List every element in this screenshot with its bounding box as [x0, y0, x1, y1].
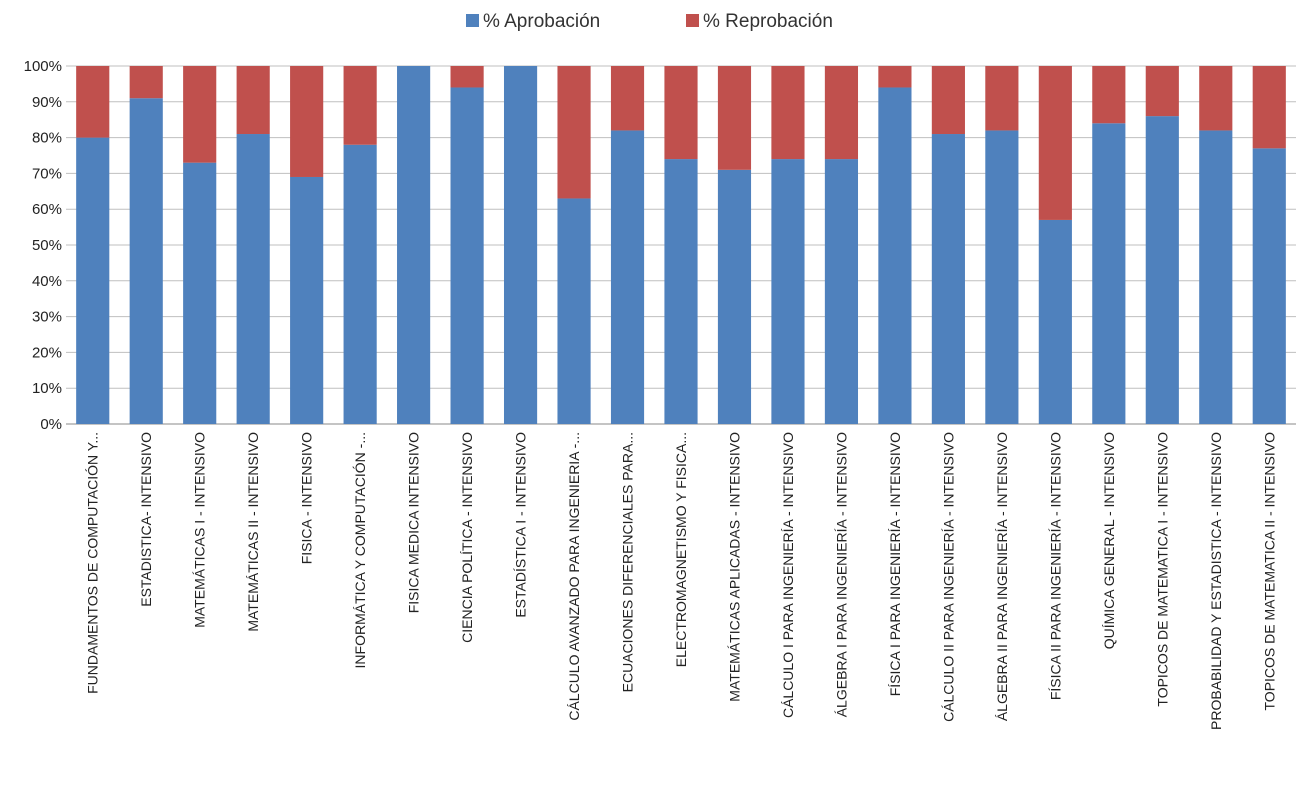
- bar-aprobacion: [397, 66, 431, 424]
- bar-reprobacion: [931, 66, 965, 135]
- legend: % Aprobación % Reprobación: [466, 11, 833, 32]
- x-category-label: FISICA MEDICA INTENSIVO: [406, 432, 422, 613]
- bar-aprobacion: [985, 130, 1019, 424]
- bar-aprobacion: [557, 198, 591, 424]
- x-category-label: ESTADÍSTICA I - INTENSIVO: [513, 432, 529, 618]
- bar-reprobacion: [610, 66, 645, 131]
- bar-reprobacion: [1038, 66, 1072, 220]
- y-tick-label: 10%: [32, 380, 62, 397]
- bar-aprobacion: [1092, 123, 1126, 424]
- y-tick-label: 40%: [32, 273, 62, 290]
- x-category-label: ESTADISTICA- INTENSIVO: [138, 432, 154, 607]
- bar-aprobacion: [771, 159, 805, 424]
- x-category-label: ÁLGEBRA I PARA INGENIERÍA - INTENSIVO: [833, 432, 849, 717]
- y-tick-label: 90%: [32, 94, 62, 111]
- bar-aprobacion: [1145, 116, 1179, 425]
- y-tick-label: 60%: [32, 201, 62, 218]
- y-tick-label: 30%: [32, 309, 62, 326]
- x-category-label: MATEMÁTICAS APLICADAS - INTENSIVO: [726, 432, 742, 702]
- y-tick-label: 80%: [32, 130, 62, 147]
- bar-aprobacion: [450, 87, 484, 424]
- y-tick-label: 100%: [24, 58, 62, 75]
- bar-aprobacion: [824, 159, 859, 424]
- legend-label: % Reprobación: [703, 11, 833, 32]
- x-category-label: ELECTROMAGNETISMO Y FISICA...: [673, 432, 689, 667]
- bar-reprobacion: [183, 66, 217, 163]
- bar-reprobacion: [76, 66, 110, 138]
- bar-reprobacion: [664, 66, 698, 160]
- bar-reprobacion: [290, 66, 324, 177]
- x-category-label: INFORMÁTICA Y COMPUTACIÓN -...: [352, 432, 368, 668]
- bar-reprobacion: [824, 66, 859, 160]
- bars: [76, 66, 1286, 425]
- bar-aprobacion: [664, 159, 698, 424]
- legend-swatch: [686, 14, 699, 27]
- bar-aprobacion: [76, 137, 110, 424]
- bar-reprobacion: [236, 66, 270, 135]
- x-category-label: FISICA - INTENSIVO: [299, 432, 315, 564]
- bar-aprobacion: [610, 130, 645, 424]
- bar-aprobacion: [290, 176, 324, 424]
- bar-aprobacion: [236, 134, 270, 424]
- bar-aprobacion: [1199, 130, 1233, 424]
- x-category-label: FÍSICA II PARA INGENIERÍA - INTENSIVO: [1047, 432, 1063, 700]
- x-category-label: CÁLCULO AVANZADO PARA INGENIERIA -...: [566, 432, 582, 721]
- x-axis-labels: FUNDAMENTOS DE COMPUTACIÓN Y... ESTADISTI…: [85, 432, 1278, 730]
- y-tick-label: 50%: [32, 237, 62, 254]
- bar-reprobacion: [985, 66, 1019, 131]
- bar-aprobacion: [503, 66, 538, 424]
- x-category-label: TOPICOS DE MATEMATICA II - INTENSIVO: [1261, 432, 1277, 711]
- y-tick-label: 70%: [32, 165, 62, 182]
- bar-reprobacion: [450, 66, 484, 88]
- x-category-label: CIENCIA POLÍTICA - INTENSIVO: [459, 432, 475, 643]
- legend-label: % Aprobación: [483, 11, 600, 32]
- bar-aprobacion: [343, 144, 377, 424]
- bar-reprobacion: [343, 66, 377, 145]
- bar-reprobacion: [129, 66, 163, 99]
- y-axis-ticks: 0% 10% 20% 30% 40% 50% 60% 70% 80% 90% 100%: [24, 58, 62, 433]
- y-tick-label: 20%: [32, 344, 62, 361]
- bar-aprobacion: [931, 134, 965, 424]
- x-category-label: QUÍMICA GENERAL - INTENSIVO: [1101, 432, 1117, 649]
- x-category-label: MATEMÁTICAS I - INTENSIVO: [192, 432, 208, 628]
- x-category-label: FÍSICA I PARA INGENIERÍA - INTENSIVO: [887, 432, 903, 696]
- x-category-label: CÁLCULO II PARA INGENIERÍA - INTENSIVO: [940, 432, 956, 722]
- bar-aprobacion: [1038, 219, 1072, 424]
- bar-aprobacion: [183, 162, 217, 424]
- bar-reprobacion: [771, 66, 805, 160]
- bar-reprobacion: [1252, 66, 1286, 149]
- bar-reprobacion: [1092, 66, 1126, 124]
- x-category-label: MATEMÁTICAS II - INTENSIVO: [245, 432, 261, 632]
- bar-reprobacion: [1145, 66, 1179, 117]
- bar-aprobacion: [129, 98, 163, 424]
- x-category-label: FUNDAMENTOS DE COMPUTACIÓN Y...: [85, 432, 101, 694]
- bar-aprobacion: [1252, 148, 1286, 424]
- x-category-label: ECUACIONES DIFERENCIALES PARA...: [620, 432, 636, 692]
- x-category-label: PROBABILIDAD Y ESTADISTICA - INTENSIVO: [1208, 432, 1224, 730]
- legend-swatch: [466, 14, 479, 27]
- x-category-label: TOPICOS DE MATEMATICA I - INTENSIVO: [1154, 432, 1170, 707]
- bar-reprobacion: [1199, 66, 1233, 131]
- bar-reprobacion: [878, 66, 912, 88]
- bar-reprobacion: [717, 66, 752, 170]
- bar-aprobacion: [717, 169, 752, 424]
- bar-reprobacion: [557, 66, 591, 199]
- bar-aprobacion: [878, 87, 912, 424]
- y-tick-label: 0%: [40, 416, 62, 433]
- x-category-label: CÁLCULO I PARA INGENIERÍA - INTENSIVO: [780, 432, 796, 718]
- x-category-label: ÁLGEBRA II PARA INGENIERÍA - INTENSIVO: [994, 432, 1010, 721]
